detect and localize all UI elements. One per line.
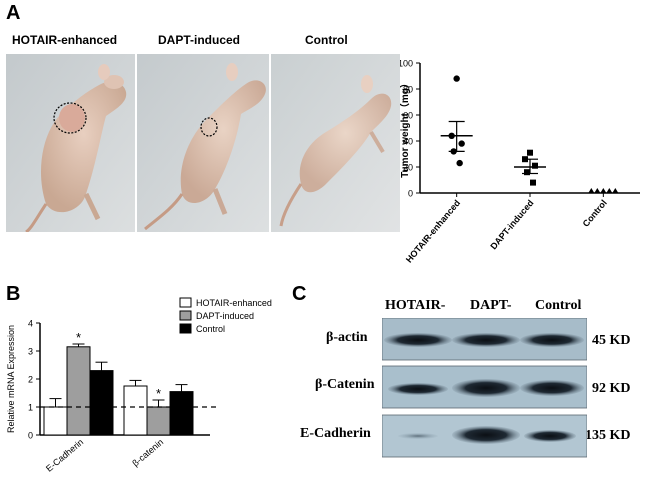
blot-strip-actin <box>382 318 587 361</box>
panel-b-letter: B <box>6 283 21 305</box>
x-tick-label: E-Cadherin <box>44 437 85 474</box>
panel-c-letter: C <box>292 283 307 305</box>
mouse-photo-control <box>271 54 400 232</box>
band-catenin-dapt <box>452 379 520 397</box>
panel-a-letter: A <box>6 2 21 24</box>
wb-size-actin: 45 KD <box>592 333 631 348</box>
western-blot-image <box>382 318 587 458</box>
data-point <box>527 149 533 156</box>
y-tick-label: 100 <box>400 59 413 69</box>
photo-label-hotair: HOTAIR-enhanced <box>12 33 118 47</box>
legend-label: Control <box>196 324 225 334</box>
wb-row-label-actin: β-actin <box>326 330 368 345</box>
bar <box>169 391 194 436</box>
significance-mark: * <box>156 386 161 401</box>
data-point <box>456 159 463 167</box>
legend-swatch <box>179 323 192 334</box>
x-tick-label: Control <box>581 198 609 229</box>
bar <box>123 385 148 436</box>
x-tick-label: DAPT-induced <box>488 198 535 252</box>
data-point <box>612 188 619 193</box>
y-tick-label: 2 <box>28 375 33 385</box>
legend-swatch <box>179 297 192 308</box>
band-actin-dapt <box>452 333 520 347</box>
data-point <box>530 179 536 186</box>
y-tick-label: 40 <box>403 137 413 147</box>
legend-label: DAPT-induced <box>196 311 254 321</box>
wb-row-label-catenin: β-Catenin <box>315 377 375 392</box>
data-point <box>606 188 613 193</box>
wb-size-catenin: 92 KD <box>592 381 631 396</box>
band-ecadherin-hotair <box>398 433 438 439</box>
y-axis-label: Tumor weight（mg） <box>400 78 411 178</box>
band-ecadherin-dapt <box>452 426 520 444</box>
bar <box>146 406 171 436</box>
blot-strip-catenin <box>382 365 587 409</box>
data-point <box>524 169 530 176</box>
band-ecadherin-control <box>524 430 576 442</box>
y-tick-label: 1 <box>28 403 33 413</box>
y-tick-label: 0 <box>28 431 33 441</box>
y-tick-label: 3 <box>28 347 33 357</box>
data-point <box>594 188 601 193</box>
bar <box>43 406 68 436</box>
band-catenin-control <box>520 380 584 396</box>
mouse-photo-dapt <box>137 54 269 232</box>
wb-column-dapt: DAPT- <box>470 298 512 313</box>
photo-label-control: Control <box>305 33 348 47</box>
y-axis-label: Relative mRNA Expression <box>6 325 16 433</box>
legend-label: HOTAIR-enhanced <box>196 298 272 308</box>
data-point <box>600 188 607 193</box>
bar <box>89 370 114 436</box>
data-point <box>588 188 595 193</box>
wb-column-hotair: HOTAIR- <box>385 298 446 313</box>
data-point <box>532 162 538 169</box>
blot-strip-ecadherin <box>382 414 587 458</box>
photo-label-dapt: DAPT-induced <box>158 33 241 47</box>
bar <box>66 346 91 436</box>
y-tick-label: 80 <box>403 85 413 95</box>
band-actin-hotair <box>384 333 452 347</box>
band-actin-control <box>520 333 584 347</box>
wb-column-control: Control <box>535 298 582 313</box>
data-point <box>453 75 460 82</box>
significance-mark: * <box>76 330 81 345</box>
y-tick-label: 4 <box>28 319 33 329</box>
mrna-bar-chart: 0 1 2 3 4 Relative mRNA Expression * E-Cadherin… <box>6 297 272 474</box>
data-point <box>458 140 465 147</box>
band-catenin-hotair <box>388 383 448 395</box>
x-tick-label: β-catenin <box>130 437 165 469</box>
y-tick-label: 60 <box>403 111 413 121</box>
y-tick-label: 0 <box>408 189 413 199</box>
tumor-weight-chart: 0 20 40 60 80 100 Tumor weight（mg） HOTAIR-enhan… <box>400 59 640 265</box>
wb-size-ecadherin: 135 KD <box>585 428 631 443</box>
y-tick-label: 20 <box>403 163 413 173</box>
mouse-photo-hotair <box>6 54 135 232</box>
legend-swatch <box>179 310 192 321</box>
wb-row-label-ecadherin: E-Cadherin <box>300 426 371 441</box>
x-tick-label: HOTAIR-enhanced <box>404 198 462 265</box>
